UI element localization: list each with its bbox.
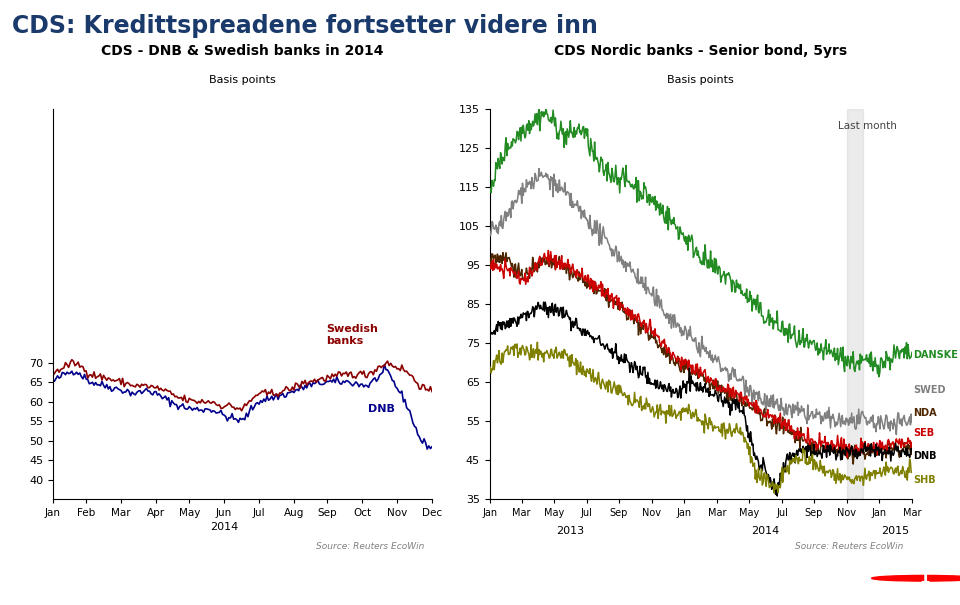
Text: 2014: 2014: [752, 526, 780, 536]
Text: 2014: 2014: [210, 522, 238, 532]
Text: Basis points: Basis points: [209, 76, 276, 85]
Text: Source: Reuters EcoWin: Source: Reuters EcoWin: [795, 542, 903, 551]
Text: Source: Reuters EcoWin: Source: Reuters EcoWin: [316, 542, 424, 551]
Text: SEB: SEB: [913, 428, 934, 438]
Text: 2013: 2013: [556, 526, 585, 536]
Text: CDS: Kredittspreadene fortsetter videre inn: CDS: Kredittspreadene fortsetter videre …: [12, 14, 598, 38]
Text: Swedish
banks: Swedish banks: [325, 324, 377, 346]
Circle shape: [872, 575, 960, 581]
Text: 18: 18: [21, 566, 42, 581]
Text: SHB: SHB: [913, 474, 935, 485]
Text: NDA: NDA: [913, 408, 936, 418]
Text: Basis points: Basis points: [667, 76, 734, 85]
Text: Merk at det kan være store avvik mellom CDS markedet og cash-markedet: Merk at det kan være store avvik mellom …: [53, 587, 444, 597]
Text: 1: 1: [920, 571, 929, 586]
Text: CDS Nordic banks - Senior bond, 5yrs: CDS Nordic banks - Senior bond, 5yrs: [554, 44, 848, 58]
Text: SWED: SWED: [913, 385, 946, 395]
Text: 10/11/2014: 10/11/2014: [444, 572, 516, 585]
Text: DANSKE: DANSKE: [913, 350, 958, 360]
Text: MARKETS: MARKETS: [869, 589, 912, 598]
Text: DNB: DNB: [913, 451, 936, 461]
Text: Last month: Last month: [838, 120, 898, 131]
Text: SpareBank: SpareBank: [802, 572, 877, 585]
Text: DNB: DNB: [368, 404, 395, 414]
Text: CDS - DNB & Swedish banks in 2014: CDS - DNB & Swedish banks in 2014: [101, 44, 384, 58]
Text: 2015: 2015: [881, 526, 910, 536]
Bar: [847, 109, 863, 499]
Text: CDS = Pris på konkursbeskyttelse for senior lån i basispunkter.: CDS = Pris på konkursbeskyttelse for sen…: [53, 564, 382, 576]
